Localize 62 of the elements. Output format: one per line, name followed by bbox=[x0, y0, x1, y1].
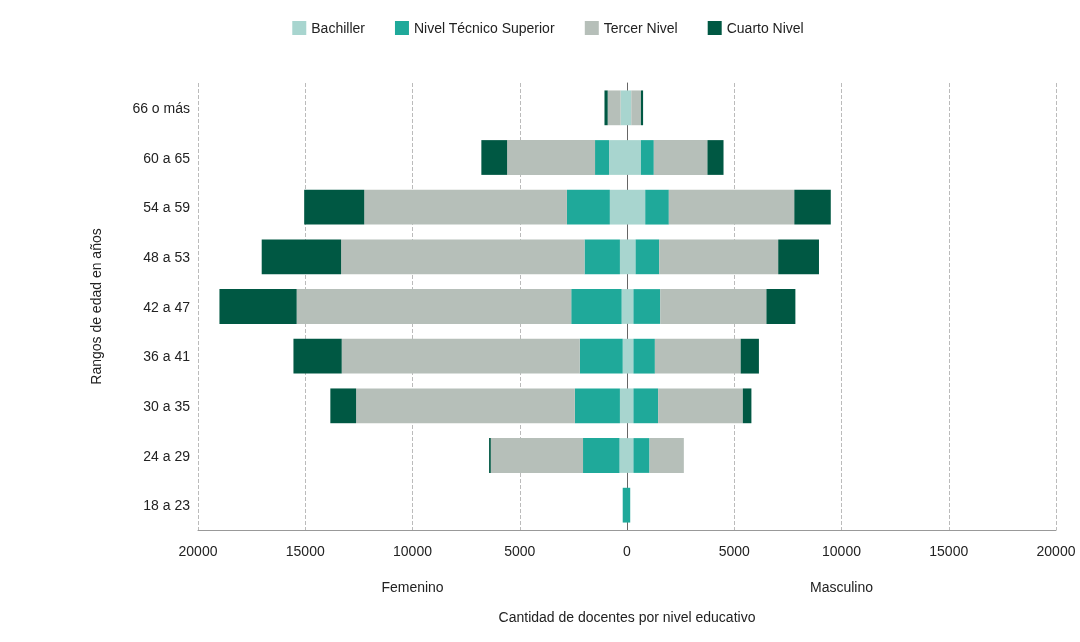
bar bbox=[778, 239, 819, 275]
bar bbox=[620, 90, 627, 126]
x-tick-label: 20000 bbox=[1036, 543, 1076, 559]
legend-label: Bachiller bbox=[311, 20, 366, 36]
bar bbox=[631, 90, 641, 126]
bar bbox=[640, 90, 644, 126]
legend-label: Cuarto Nivel bbox=[726, 20, 804, 36]
bar bbox=[742, 388, 752, 424]
y-tick-label: 60 a 65 bbox=[143, 149, 191, 166]
bar bbox=[304, 189, 365, 225]
bar bbox=[219, 289, 297, 324]
x-tick-label: 0 bbox=[623, 543, 632, 559]
bar bbox=[633, 438, 650, 473]
text: Masculino bbox=[809, 579, 874, 595]
x-tick-label: 5000 bbox=[718, 543, 751, 559]
legend-label: Tercer Nivel bbox=[603, 20, 678, 36]
y-tick-label: 30 a 35 bbox=[143, 397, 191, 414]
y-tick-label: 24 a 29 bbox=[143, 447, 191, 464]
bar bbox=[293, 338, 342, 374]
bar bbox=[571, 289, 622, 324]
bar bbox=[633, 289, 661, 324]
bar bbox=[794, 189, 831, 225]
x-tick-label: 15000 bbox=[929, 543, 969, 559]
bar bbox=[627, 338, 634, 374]
y-tick-label: 18 a 23 bbox=[143, 497, 191, 514]
bar bbox=[766, 289, 796, 324]
bar bbox=[584, 239, 620, 275]
bar bbox=[607, 90, 621, 126]
bar bbox=[595, 140, 609, 175]
bar bbox=[622, 487, 627, 523]
bar bbox=[707, 140, 724, 175]
x-tick-label: 10000 bbox=[822, 543, 862, 559]
y-tick-label: 42 a 47 bbox=[143, 298, 191, 315]
x-tick-label: 20000 bbox=[178, 543, 218, 559]
bar bbox=[633, 338, 655, 374]
bar bbox=[579, 338, 623, 374]
bar bbox=[649, 438, 684, 473]
bar bbox=[627, 487, 631, 523]
bar bbox=[633, 388, 659, 424]
legend-label: Nivel Técnico Superior bbox=[413, 20, 555, 36]
text: Femenino bbox=[381, 579, 444, 595]
x-tick-label: 10000 bbox=[393, 543, 433, 559]
x-tick-label: 5000 bbox=[504, 543, 536, 559]
bar bbox=[481, 140, 508, 175]
y-tick-label: 36 a 41 bbox=[143, 348, 191, 365]
x-axis-title: Cantidad de docentes por nivel educativo bbox=[498, 609, 756, 625]
y-tick-label: 54 a 59 bbox=[143, 199, 191, 216]
bar bbox=[635, 239, 660, 275]
bar bbox=[574, 388, 620, 424]
bar bbox=[640, 140, 654, 175]
bar bbox=[653, 140, 708, 175]
bar bbox=[740, 338, 759, 374]
y-tick-label: 48 a 53 bbox=[143, 248, 191, 265]
bar bbox=[261, 239, 342, 275]
y-axis-title: Rangos de edad en años bbox=[88, 228, 104, 385]
bar bbox=[330, 388, 357, 424]
bar bbox=[604, 90, 608, 126]
y-tick-label: 66 o más bbox=[132, 99, 190, 116]
bar bbox=[566, 189, 610, 225]
bar bbox=[645, 189, 669, 225]
bar bbox=[583, 438, 620, 473]
x-tick-label: 15000 bbox=[285, 543, 325, 559]
